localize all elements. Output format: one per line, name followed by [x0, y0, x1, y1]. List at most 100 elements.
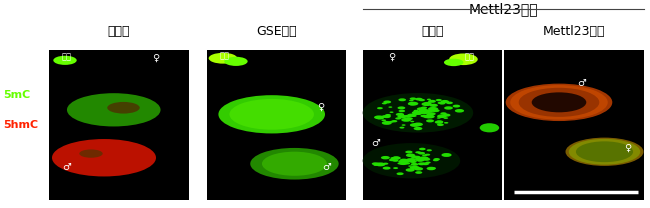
Ellipse shape: [441, 100, 449, 103]
Ellipse shape: [428, 107, 438, 111]
Ellipse shape: [408, 160, 413, 162]
Text: ♂: ♂: [322, 162, 332, 172]
Ellipse shape: [410, 159, 415, 162]
Ellipse shape: [417, 107, 426, 111]
Ellipse shape: [410, 158, 416, 161]
Ellipse shape: [443, 117, 448, 119]
Ellipse shape: [410, 123, 420, 127]
Ellipse shape: [439, 102, 445, 105]
Ellipse shape: [391, 120, 397, 122]
Ellipse shape: [427, 112, 436, 115]
Ellipse shape: [415, 98, 423, 100]
Ellipse shape: [444, 122, 448, 124]
Ellipse shape: [79, 149, 103, 158]
Ellipse shape: [410, 97, 417, 100]
Ellipse shape: [413, 156, 421, 158]
Ellipse shape: [398, 98, 406, 101]
Ellipse shape: [417, 112, 421, 114]
Ellipse shape: [434, 158, 440, 161]
Ellipse shape: [383, 167, 391, 170]
Ellipse shape: [422, 158, 430, 161]
Ellipse shape: [419, 148, 426, 150]
Ellipse shape: [426, 149, 432, 151]
Ellipse shape: [422, 154, 427, 156]
Ellipse shape: [433, 159, 439, 161]
Ellipse shape: [412, 111, 420, 114]
Ellipse shape: [424, 157, 429, 159]
Ellipse shape: [510, 85, 608, 120]
Ellipse shape: [408, 102, 419, 106]
Ellipse shape: [402, 124, 406, 126]
FancyBboxPatch shape: [363, 50, 502, 200]
Ellipse shape: [416, 158, 424, 162]
Text: ♀: ♀: [624, 142, 630, 152]
Ellipse shape: [443, 114, 450, 117]
Ellipse shape: [404, 115, 411, 118]
Ellipse shape: [382, 103, 387, 104]
Ellipse shape: [397, 115, 406, 118]
Text: 5mC: 5mC: [3, 90, 31, 100]
Ellipse shape: [422, 162, 429, 165]
Ellipse shape: [406, 158, 415, 162]
Text: ♀: ♀: [389, 52, 395, 62]
Ellipse shape: [376, 116, 384, 119]
Ellipse shape: [416, 112, 421, 114]
Ellipse shape: [375, 162, 385, 166]
Ellipse shape: [377, 107, 383, 109]
Ellipse shape: [398, 106, 406, 109]
Ellipse shape: [415, 168, 420, 170]
Ellipse shape: [413, 110, 418, 111]
Ellipse shape: [446, 102, 453, 104]
Ellipse shape: [425, 115, 435, 118]
Ellipse shape: [67, 93, 161, 126]
Ellipse shape: [415, 158, 421, 160]
Ellipse shape: [411, 163, 419, 166]
Ellipse shape: [410, 155, 417, 158]
Ellipse shape: [400, 159, 408, 162]
Ellipse shape: [415, 111, 421, 113]
Ellipse shape: [363, 93, 473, 132]
Ellipse shape: [532, 92, 586, 112]
Ellipse shape: [408, 160, 412, 162]
Ellipse shape: [441, 153, 452, 157]
Ellipse shape: [413, 111, 423, 115]
Ellipse shape: [421, 106, 427, 109]
Ellipse shape: [424, 102, 432, 105]
Ellipse shape: [426, 167, 436, 170]
Ellipse shape: [405, 158, 415, 162]
Text: 極体: 極体: [62, 53, 72, 62]
Ellipse shape: [428, 107, 437, 110]
Ellipse shape: [399, 115, 405, 117]
Ellipse shape: [107, 102, 140, 114]
Ellipse shape: [407, 159, 414, 162]
Ellipse shape: [576, 141, 633, 162]
Ellipse shape: [419, 99, 425, 101]
Ellipse shape: [406, 117, 413, 120]
Ellipse shape: [411, 115, 417, 117]
Ellipse shape: [418, 152, 425, 155]
Ellipse shape: [398, 110, 405, 112]
Ellipse shape: [373, 164, 378, 166]
Ellipse shape: [401, 118, 411, 122]
Ellipse shape: [417, 111, 422, 113]
Ellipse shape: [410, 121, 414, 122]
Ellipse shape: [390, 157, 396, 159]
Ellipse shape: [437, 117, 441, 119]
Ellipse shape: [410, 158, 416, 160]
Ellipse shape: [436, 120, 443, 123]
Ellipse shape: [383, 115, 391, 118]
Ellipse shape: [410, 166, 420, 170]
Ellipse shape: [385, 114, 391, 116]
Text: ♂: ♂: [371, 138, 380, 148]
Ellipse shape: [412, 111, 419, 114]
Ellipse shape: [413, 127, 423, 130]
Ellipse shape: [382, 119, 386, 121]
Ellipse shape: [449, 53, 478, 65]
Ellipse shape: [506, 84, 612, 121]
Ellipse shape: [389, 111, 393, 113]
Ellipse shape: [419, 156, 428, 160]
Ellipse shape: [262, 152, 327, 176]
Ellipse shape: [372, 162, 379, 165]
Ellipse shape: [407, 114, 416, 117]
Ellipse shape: [383, 163, 388, 165]
